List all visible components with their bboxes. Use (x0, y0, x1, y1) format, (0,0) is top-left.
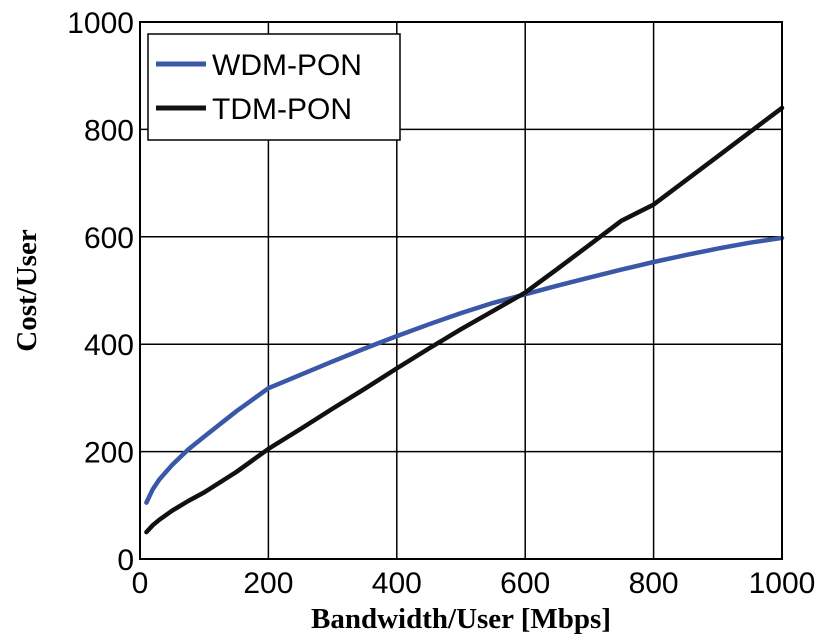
y-tick-label: 200 (84, 437, 134, 470)
legend-label: WDM-PON (212, 49, 362, 82)
y-axis-tick-labels: 0 200 400 600 800 1000 (67, 7, 134, 577)
x-tick-label: 0 (132, 567, 149, 600)
x-tick-label: 200 (243, 567, 293, 600)
series-layer (144, 105, 785, 535)
x-tick-label: 1000 (749, 567, 816, 600)
x-tick-label: 800 (629, 567, 679, 600)
x-tick-label: 600 (500, 567, 550, 600)
plot-area-frame (139, 21, 783, 560)
series-line-tdm-pon (144, 105, 785, 535)
legend-box (147, 33, 401, 141)
y-tick-label: 600 (84, 222, 134, 255)
y-tick-label: 0 (117, 544, 134, 577)
x-tick-label: 400 (372, 567, 422, 600)
x-axis-tick-labels: 0 200 400 600 800 1000 (132, 567, 816, 600)
legend-label: TDM-PON (212, 93, 352, 126)
x-axis-title: Bandwidth/User [Mbps] (311, 603, 611, 635)
series-line-wdm-pon (144, 235, 785, 505)
y-tick-label: 400 (84, 329, 134, 362)
legend: WDM-PON TDM-PON (147, 33, 401, 141)
y-tick-label: 1000 (67, 7, 134, 40)
y-axis-title: Cost/User (11, 229, 43, 352)
y-tick-label: 800 (84, 114, 134, 147)
